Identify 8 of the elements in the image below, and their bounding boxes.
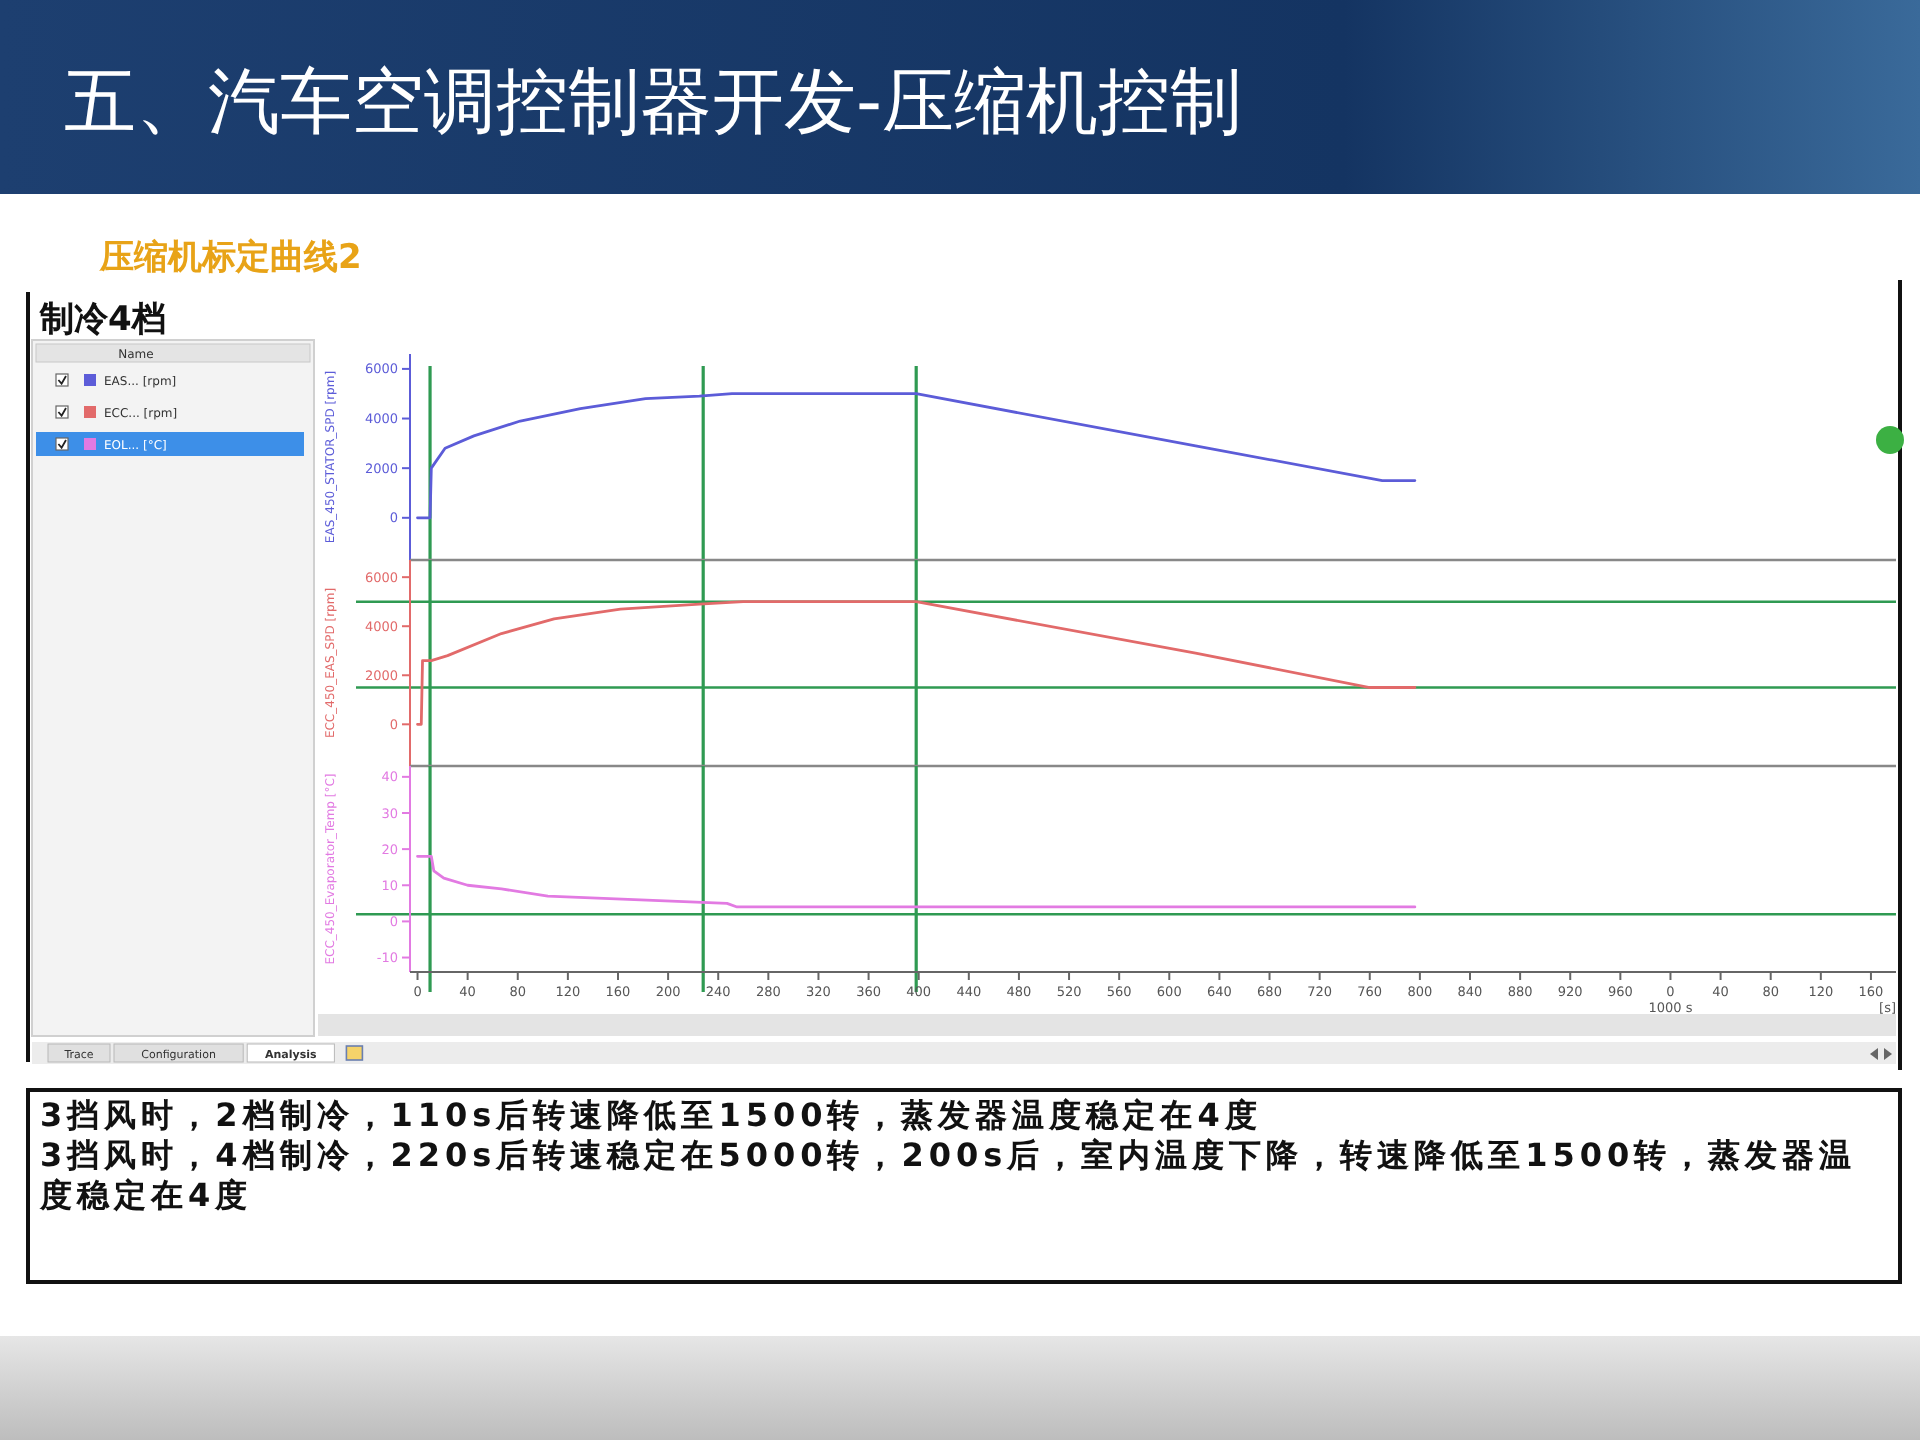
text: 制冷4档 <box>38 300 166 340</box>
text: 3挡风时，2档制冷，110s后转速降低至1500转，蒸发器温度稳定在4度 <box>40 1096 1262 1134</box>
text: 3挡风时，4档制冷，220s后转速稳定在5000转，200s后，室内温度下降，转速降低至1500转，蒸发器温度稳定在4度 <box>38 1136 1857 1214</box>
line-series <box>416 854 1417 909</box>
line-series <box>416 600 1417 726</box>
chart-title: 五、汽车空调控制器开发-压缩机控制 <box>64 62 1242 144</box>
line-series <box>416 392 1417 520</box>
chart-subtitle: 压缩机标定曲线2 <box>98 238 362 278</box>
